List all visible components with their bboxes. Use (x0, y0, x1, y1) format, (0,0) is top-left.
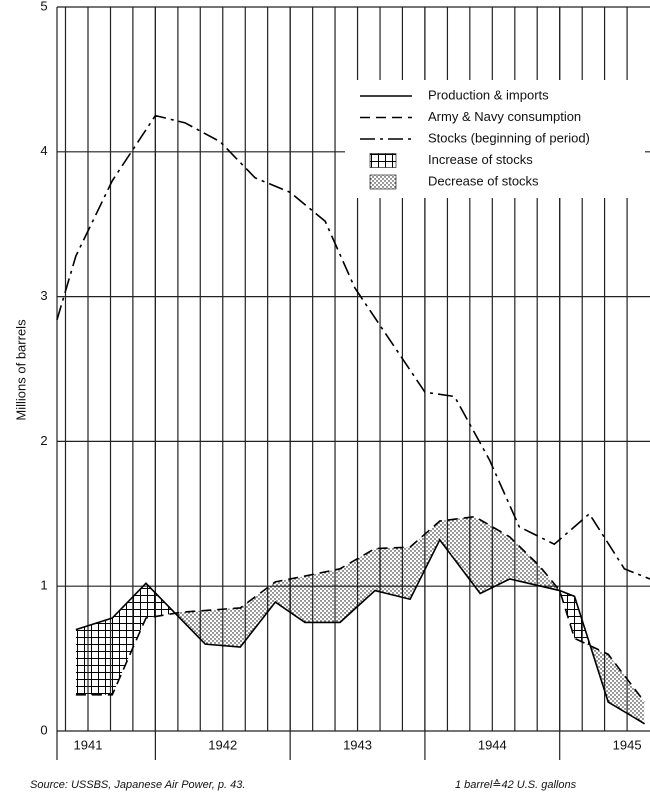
y-tick-label: 0 (40, 722, 47, 737)
y-tick-label: 5 (40, 0, 47, 13)
y-tick-label: 3 (40, 288, 47, 303)
legend-label: Decrease of stocks (428, 173, 539, 188)
x-tick-label: 1944 (478, 737, 507, 752)
y-tick-label: 2 (40, 433, 47, 448)
series-line (75, 538, 646, 725)
source-note: Source: USSBS, Japanese Air Power, p. 43… (30, 779, 245, 791)
legend-label: Army & Navy consumption (428, 109, 581, 124)
legend-label: Increase of stocks (428, 152, 533, 167)
y-tick-label: 4 (40, 143, 47, 158)
y-axis-label: Millions of barrels (13, 319, 28, 421)
x-tick-label: 1942 (208, 737, 237, 752)
y-tick-label: 1 (40, 578, 47, 593)
legend-label: Production & imports (428, 87, 549, 102)
x-tick-label: 1941 (74, 737, 103, 752)
legend-swatch (369, 153, 397, 168)
unit-note: 1 barrel≙42 U.S. gallons (455, 779, 577, 791)
x-tick-label: 1943 (343, 737, 372, 752)
legend-swatch (369, 174, 397, 190)
legend-label: Stocks (beginning of period) (428, 130, 590, 145)
x-tick-label: 1945 (613, 737, 642, 752)
series-line (56, 114, 650, 580)
series-line (75, 515, 646, 703)
